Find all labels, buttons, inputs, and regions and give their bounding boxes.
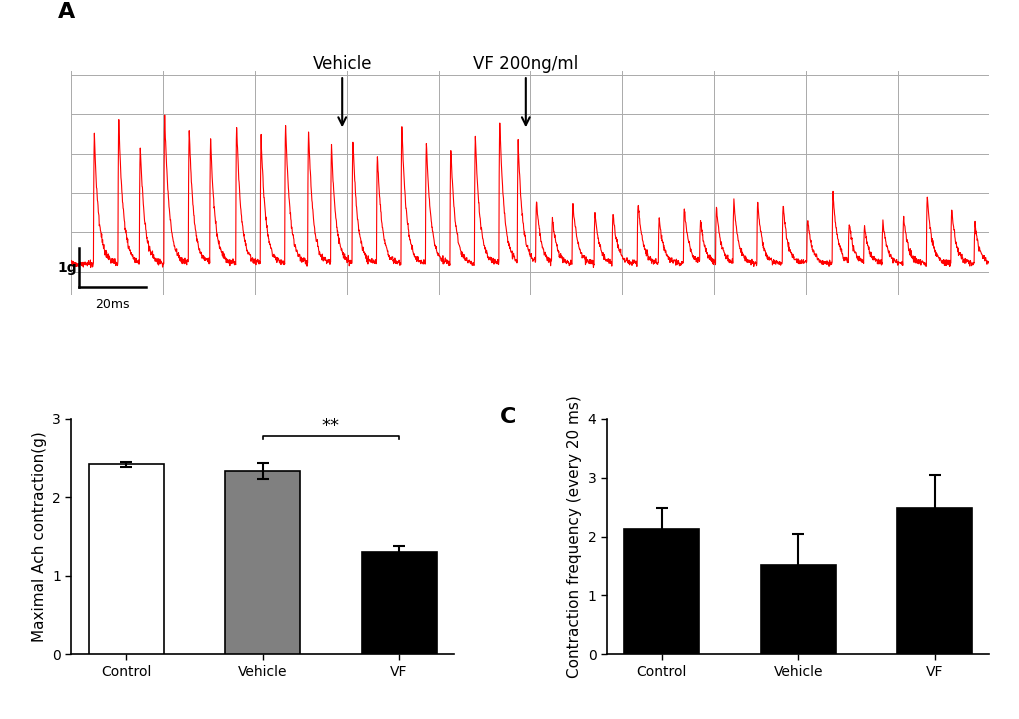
Text: 20ms: 20ms xyxy=(96,298,129,311)
Bar xyxy=(89,464,164,654)
Y-axis label: Maximal Ach contraction(g): Maximal Ach contraction(g) xyxy=(32,431,47,642)
Bar xyxy=(361,552,436,654)
Text: **: ** xyxy=(322,417,339,435)
Text: C: C xyxy=(499,407,516,427)
Bar xyxy=(896,508,971,654)
Y-axis label: Contraction frequency (every 20 ms): Contraction frequency (every 20 ms) xyxy=(567,395,582,678)
Text: VF 200ng/ml: VF 200ng/ml xyxy=(473,55,578,73)
Bar xyxy=(760,565,835,654)
Bar xyxy=(624,529,699,654)
Text: Vehicle: Vehicle xyxy=(312,55,372,73)
Bar xyxy=(225,472,300,654)
Text: 1g: 1g xyxy=(57,260,76,275)
Text: A: A xyxy=(58,2,74,22)
